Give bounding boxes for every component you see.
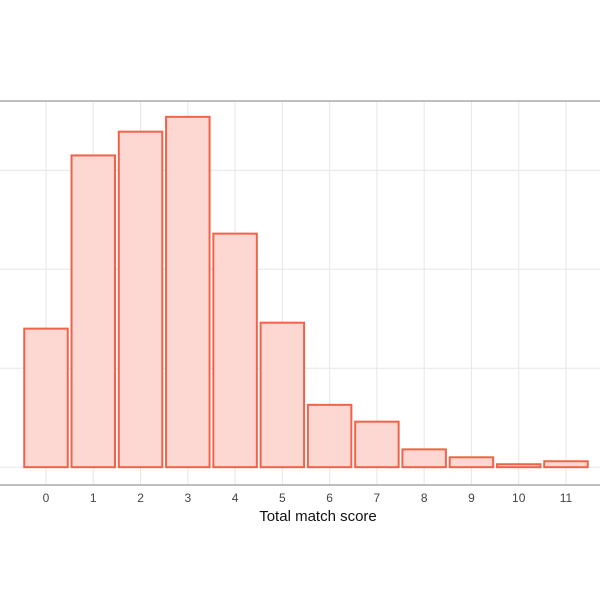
bar [495, 463, 542, 469]
x-tick-label: 10 [512, 491, 526, 505]
x-tick-label: 11 [560, 491, 573, 505]
bar [306, 403, 353, 469]
bar [165, 115, 211, 469]
bar [543, 460, 589, 469]
x-tick-label: 1 [90, 491, 97, 505]
x-tick-label: 6 [326, 491, 333, 505]
bar [448, 456, 495, 469]
bar [117, 130, 164, 469]
bar [401, 448, 447, 469]
x-tick-label: 9 [468, 491, 475, 505]
bar [70, 154, 117, 469]
bar [259, 321, 306, 469]
x-tick-label: 3 [184, 491, 191, 505]
x-tick-label: 4 [232, 491, 239, 505]
bar [212, 232, 258, 469]
bar [23, 327, 69, 469]
x-tick-label: 2 [137, 491, 144, 505]
bar [354, 420, 400, 469]
x-tick-label: 5 [279, 491, 286, 505]
x-tick-label: 8 [421, 491, 428, 505]
x-tick-label: 7 [374, 491, 381, 505]
x-axis-label: Total match score [259, 508, 377, 525]
x-tick-label: 0 [43, 491, 50, 505]
